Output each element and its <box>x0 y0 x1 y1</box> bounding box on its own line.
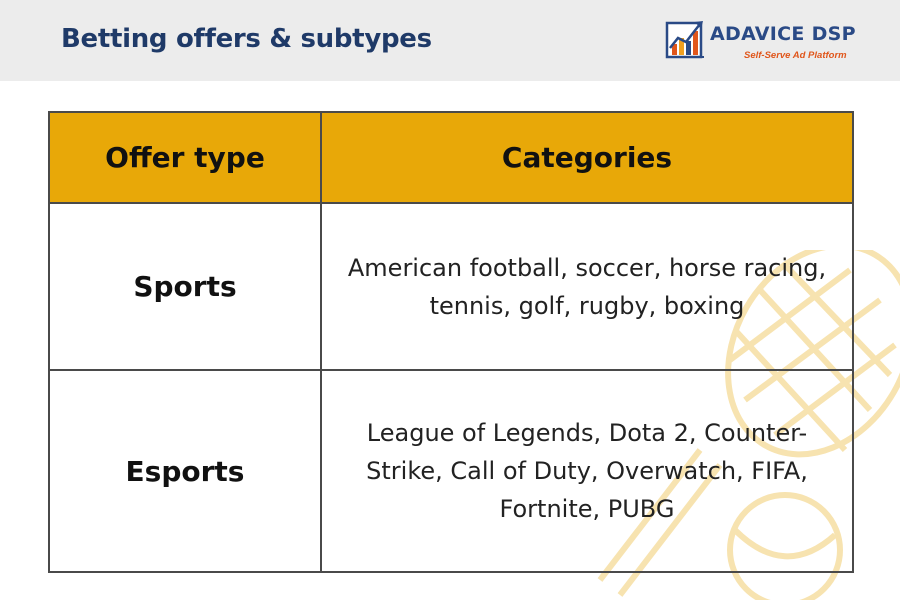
logo-name: ADAVICE DSP <box>710 23 856 45</box>
categories-cell: League of Legends, Dota 2, Counter-Strik… <box>320 369 854 573</box>
categories-cell: American football, soccer, horse racing,… <box>320 202 854 371</box>
header-bar: Betting offers & subtypes ADAVICE DSP Se… <box>0 0 900 81</box>
bar-chart-logo-icon <box>665 21 704 59</box>
offer-type-cell: Esports <box>48 369 322 573</box>
table-header-row: Offer type Categories <box>48 111 854 204</box>
header-categories: Categories <box>320 111 854 204</box>
table-row: Sports American football, soccer, horse … <box>48 202 854 371</box>
offer-type-cell: Sports <box>48 202 322 371</box>
offers-table: Offer type Categories Sports American fo… <box>48 111 854 573</box>
page-title: Betting offers & subtypes <box>61 24 432 54</box>
header-offer-type: Offer type <box>48 111 322 204</box>
table-row: Esports League of Legends, Dota 2, Count… <box>48 369 854 573</box>
logo: ADAVICE DSP Self-Serve Ad Platform <box>664 18 856 64</box>
logo-tagline: Self-Serve Ad Platform <box>744 50 847 61</box>
